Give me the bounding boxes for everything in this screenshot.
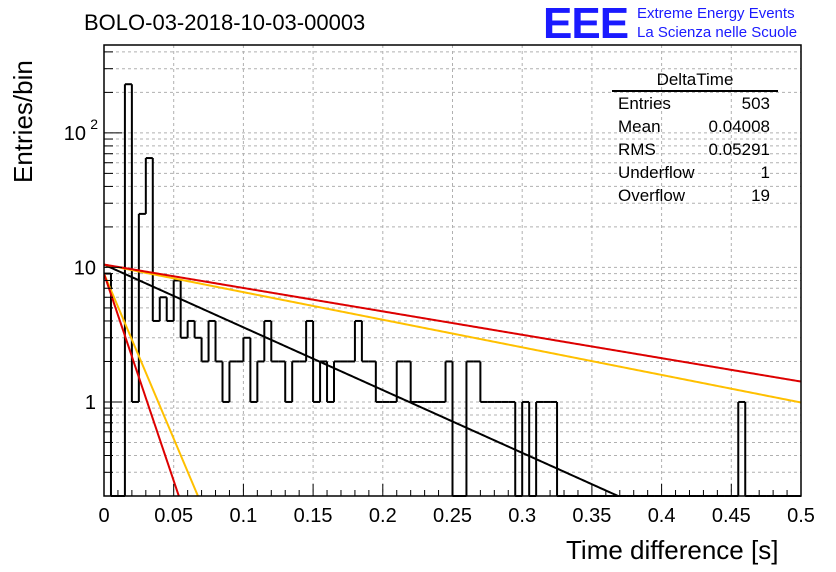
- fit-curve-1: [104, 263, 621, 496]
- logo-line-1: Extreme Energy Events: [637, 5, 795, 22]
- x-tick-label: 0.15: [294, 505, 333, 527]
- stat-row-entries: Entries 503: [618, 94, 770, 113]
- y-tick-label: 10: [74, 257, 96, 279]
- axes: 0 0.05 0.1 0.15 0.2 0.25 0.3 0.35 0.4 0.45 0.5 1 10 1…: [64, 51, 815, 527]
- x-tick-label: 0.25: [433, 505, 472, 527]
- y-tick-exponent: 2: [90, 116, 98, 132]
- fit-curve-4: [104, 273, 200, 496]
- x-tick-label: 0.4: [648, 505, 676, 527]
- eee-logo: EEE: [543, 0, 629, 48]
- stat-row-mean: Mean 0.04008: [618, 117, 770, 136]
- x-tick-label: 0.5: [787, 505, 815, 527]
- x-tick-label: 0.35: [572, 505, 611, 527]
- stats-title: DeltaTime: [612, 70, 778, 92]
- x-tick-label: 0.1: [229, 505, 257, 527]
- fit-curve-2: [104, 263, 801, 404]
- stats-box: DeltaTime Entries 503 Mean 0.04008 RMS 0.05…: [612, 70, 778, 209]
- x-tick-label: 0.3: [508, 505, 536, 527]
- x-tick-label: 0: [98, 505, 109, 527]
- y-tick-label: 10: [64, 123, 86, 145]
- y-tick-label: 1: [85, 392, 96, 414]
- stat-row-overflow: Overflow 19: [618, 186, 770, 205]
- logo-line-2: La Scienza nelle Scuole: [637, 24, 798, 41]
- fit-curves: [104, 263, 801, 496]
- run-title: BOLO-03-2018-10-03-00003: [84, 10, 366, 35]
- stat-row-rms: RMS 0.05291: [618, 140, 770, 159]
- x-tick-label: 0.2: [369, 505, 397, 527]
- y-axis-label: Entries/bin: [8, 60, 38, 183]
- x-tick-label: 0.45: [712, 505, 751, 527]
- fit-curve-5: [104, 273, 180, 496]
- x-tick-label: 0.05: [154, 505, 193, 527]
- fit-curve-3: [104, 263, 801, 383]
- stat-row-underflow: Underflow 1: [618, 163, 770, 182]
- x-axis-label: Time difference [s]: [566, 535, 779, 565]
